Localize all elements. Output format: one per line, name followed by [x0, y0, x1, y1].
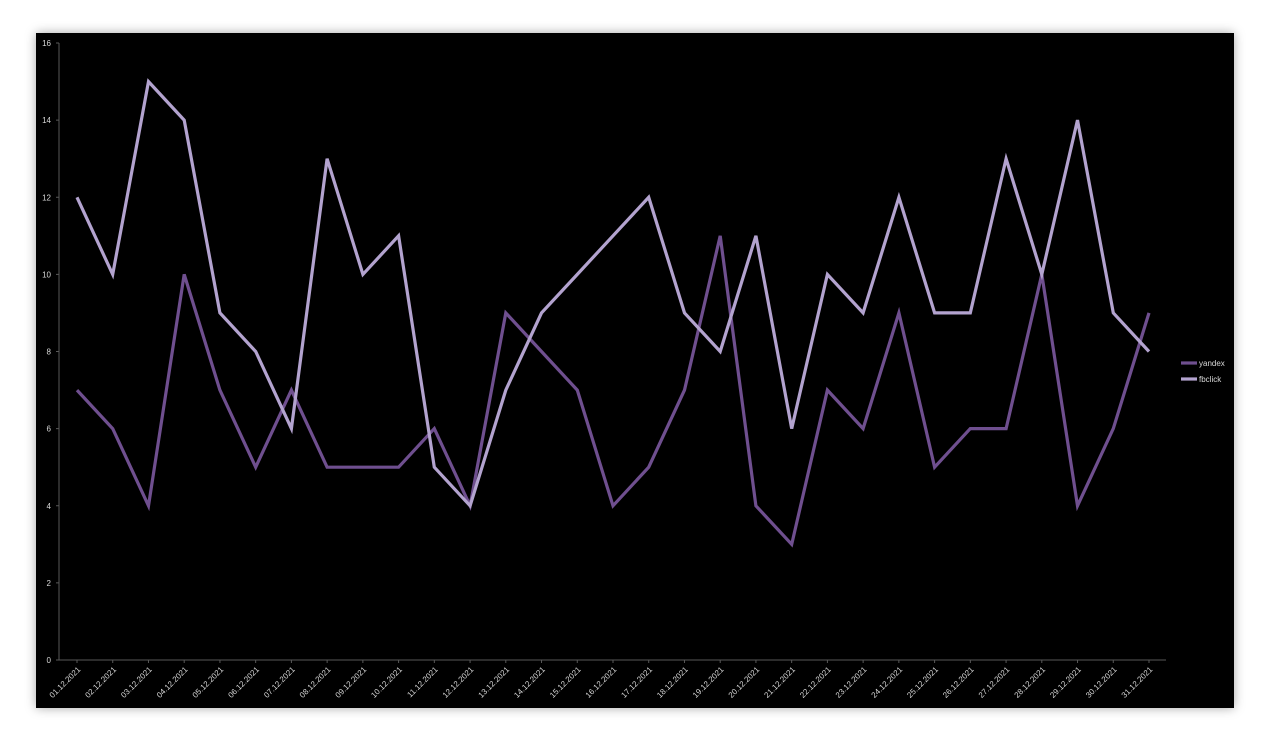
legend-label-fbclick: fbclick	[1199, 375, 1222, 384]
x-tick-label: 17.12.2021	[619, 665, 654, 700]
y-tick-label: 14	[42, 116, 51, 125]
series-line-fbclick	[75, 78, 1151, 509]
x-tick-label: 22.12.2021	[798, 665, 833, 700]
x-axis-ticks: 01.12.2021 02.12.2021 03.12.2021 04.12.2021…	[48, 660, 1155, 700]
series-line-yandex	[75, 235, 1151, 548]
x-tick-label: 24.12.2021	[870, 665, 905, 700]
y-tick-label: 0	[47, 656, 52, 665]
x-tick-label: 07.12.2021	[262, 665, 297, 700]
x-tick-label: 01.12.2021	[48, 665, 83, 700]
x-tick-label: 21.12.2021	[762, 665, 797, 700]
legend-label-yandex: yandex	[1199, 359, 1225, 368]
x-tick-label: 31.12.2021	[1120, 665, 1155, 700]
x-tick-label: 03.12.2021	[119, 665, 154, 700]
x-tick-label: 19.12.2021	[691, 665, 726, 700]
x-tick-label: 28.12.2021	[1013, 665, 1048, 700]
x-tick-label: 02.12.2021	[83, 665, 118, 700]
x-tick-label: 30.12.2021	[1084, 665, 1119, 700]
x-tick-label: 11.12.2021	[405, 665, 440, 700]
y-tick-label: 12	[42, 193, 51, 202]
y-tick-label: 2	[47, 579, 52, 588]
series-lines	[75, 78, 1151, 548]
chart-axes	[58, 43, 1166, 661]
x-tick-label: 13.12.2021	[477, 665, 512, 700]
x-tick-label: 04.12.2021	[155, 665, 190, 700]
line-chart: 0 2 4 6 8 10 12 14 16 01.12.2021 02.12.2021 03.12.…	[42, 39, 1225, 700]
y-axis-ticks: 0 2 4 6 8 10 12 14 16	[42, 39, 59, 665]
x-tick-label: 26.12.2021	[941, 665, 976, 700]
chart-area: 0 2 4 6 8 10 12 14 16 01.12.2021 02.12.2021 03.12.…	[36, 33, 1234, 708]
x-tick-label: 15.12.2021	[548, 665, 583, 700]
y-tick-label: 4	[47, 502, 52, 511]
x-tick-label: 06.12.2021	[226, 665, 261, 700]
x-tick-label: 08.12.2021	[298, 665, 333, 700]
x-tick-label: 18.12.2021	[655, 665, 690, 700]
x-tick-label: 20.12.2021	[727, 665, 762, 700]
x-tick-label: 14.12.2021	[512, 665, 547, 700]
x-tick-label: 16.12.2021	[584, 665, 619, 700]
y-tick-label: 6	[47, 425, 52, 434]
x-tick-label: 25.12.2021	[905, 665, 940, 700]
y-tick-label: 16	[42, 39, 51, 48]
y-tick-label: 8	[47, 348, 52, 357]
x-tick-label: 12.12.2021	[441, 665, 476, 700]
y-tick-label: 10	[42, 270, 51, 279]
x-tick-label: 23.12.2021	[834, 665, 869, 700]
x-tick-label: 10.12.2021	[369, 665, 404, 700]
x-tick-label: 09.12.2021	[334, 665, 369, 700]
x-tick-label: 27.12.2021	[977, 665, 1012, 700]
x-tick-label: 05.12.2021	[191, 665, 226, 700]
legend: yandex fbclick	[1181, 359, 1225, 384]
x-tick-label: 29.12.2021	[1048, 665, 1083, 700]
